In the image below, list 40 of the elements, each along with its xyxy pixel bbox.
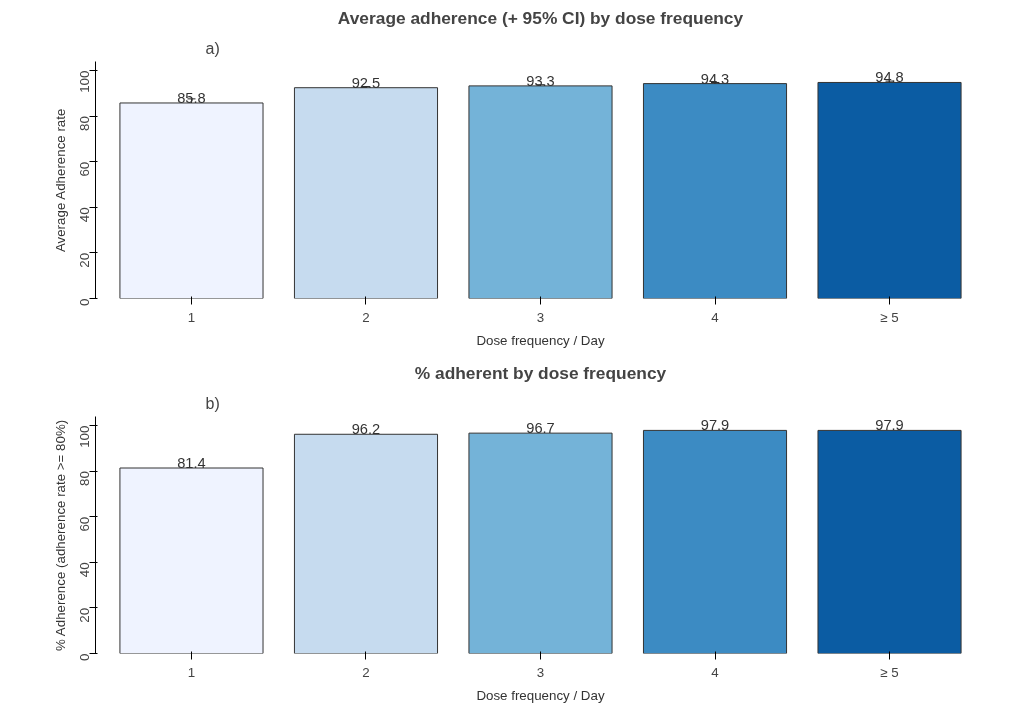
y-tick-label: 40	[77, 562, 92, 578]
y-tick-label: 0	[77, 298, 92, 306]
x-tick-label: 1	[187, 309, 196, 325]
data-label: 85.8	[177, 89, 206, 106]
data-label: 94.3	[700, 70, 730, 87]
data-label: 93.3	[526, 72, 555, 89]
data-label: 97.9	[700, 417, 730, 434]
x-tick-label: 4	[711, 309, 720, 325]
x-tick-label: 2	[362, 664, 370, 680]
y-axis-title: Average Adherence rate	[52, 108, 68, 253]
x-tick-label: ≥ 5	[880, 309, 899, 325]
data-label: 94.8	[875, 69, 904, 86]
data-label: 97.9	[875, 417, 904, 434]
x-axis-title: Dose frequency / Day	[476, 687, 605, 703]
x-tick-label: 2	[362, 309, 370, 325]
data-label: 96.2	[351, 421, 381, 438]
y-tick-label: 0	[77, 653, 92, 661]
data-label: 96.7	[526, 420, 555, 437]
y-tick-label: 20	[77, 607, 92, 623]
data-label: 92.5	[351, 74, 381, 91]
x-tick-label: 4	[711, 664, 720, 680]
x-tick-label: ≥ 5	[880, 664, 899, 680]
chart-title: % adherent by dose frequency	[414, 362, 667, 383]
x-tick-label: 1	[187, 664, 196, 680]
x-tick-label: 3	[536, 309, 545, 325]
x-axis-title: Dose frequency / Day	[476, 332, 605, 348]
text: b)	[205, 394, 220, 412]
y-tick-label: 100	[77, 425, 92, 448]
text: a)	[205, 39, 220, 57]
y-tick-label: 100	[77, 70, 92, 93]
data-label: 81.4	[177, 455, 206, 471]
x-tick-label: 3	[536, 664, 545, 680]
y-axis-title: % Adherence (adherence rate >= 80%)	[52, 419, 68, 651]
y-tick-label: 80	[77, 471, 92, 487]
y-tick-label: 40	[77, 207, 92, 223]
y-tick-label: 80	[77, 116, 92, 132]
y-tick-label: 60	[77, 516, 92, 532]
chart-title: Average adherence (+ 95% CI) by dose frequency	[337, 7, 744, 28]
y-tick-label: 20	[77, 252, 92, 268]
y-tick-label: 60	[77, 161, 92, 177]
